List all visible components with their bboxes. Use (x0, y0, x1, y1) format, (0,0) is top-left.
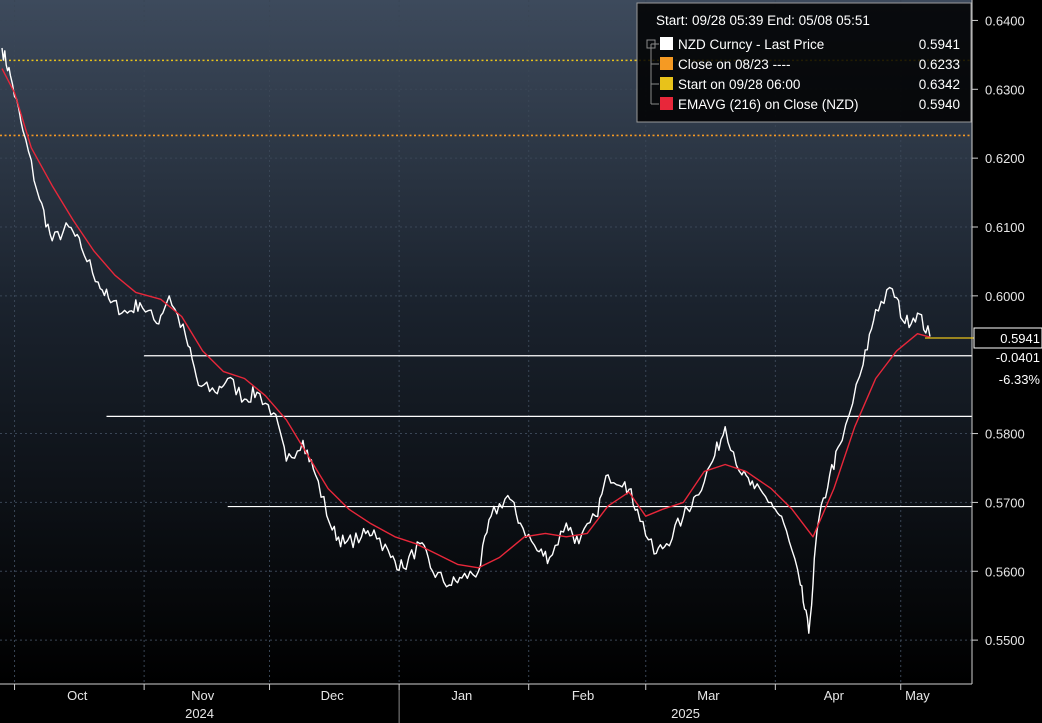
legend-entry-value: 0.5941 (919, 37, 960, 52)
y-tick-label: 0.6300 (985, 82, 1025, 97)
year-label-2025: 2025 (671, 706, 700, 721)
legend-entries: NZD Curncy - Last Price 0.5941 Close on 08… (651, 37, 960, 112)
y-tick-label: 0.6400 (985, 13, 1025, 28)
x-tick-label: Feb (572, 688, 594, 703)
y-tick-label: 0.6200 (985, 151, 1025, 166)
legend-swatch (660, 37, 673, 50)
price-tags: 0.5941 -0.0401 -6.33% (925, 327, 1042, 387)
y-axis: 0.6400 0.6300 0.6200 0.6100 0.6000 0.5800 0.57… (972, 13, 1025, 648)
change-percent-tag: -6.33% (999, 372, 1041, 387)
x-tick-label: Jan (451, 688, 472, 703)
x-tick-label: Mar (697, 688, 720, 703)
ema-series-line (1, 68, 931, 569)
legend-box (636, 2, 972, 123)
price-series-line (1, 47, 931, 634)
legend-entry-label: Close on 08/23 ---- (678, 57, 791, 72)
legend-entry-label: NZD Curncy - Last Price (678, 37, 824, 52)
legend: Start: 09/28 05:39 End: 05/08 05:51 NZD … (636, 2, 972, 123)
x-axis: Oct Nov Dec Jan Feb Mar Apr May 2024 2025 (14, 684, 930, 723)
legend-swatch (660, 77, 673, 90)
y-tick-label: 0.6100 (985, 220, 1025, 235)
y-tick-label: 0.5600 (985, 564, 1025, 579)
legend-swatch (660, 97, 673, 110)
gridlines (0, 0, 972, 684)
series-layer (1, 47, 931, 634)
last-price-tag: 0.5941 (1000, 331, 1040, 346)
x-tick-label: May (905, 688, 930, 703)
x-tick-label: Apr (824, 688, 845, 703)
legend-header: Start: 09/28 05:39 End: 05/08 05:51 (656, 13, 870, 28)
x-tick-label: Dec (321, 688, 345, 703)
legend-entry-value: 0.6342 (919, 77, 960, 92)
legend-entry-label: EMAVG (216) on Close (NZD) (678, 97, 859, 112)
y-tick-label: 0.6000 (985, 289, 1025, 304)
x-tick-label: Nov (191, 688, 215, 703)
x-tick-label: Oct (67, 688, 88, 703)
legend-swatch (660, 57, 673, 70)
horizontal-levels (106, 355, 972, 508)
legend-entry-value: 0.5940 (919, 97, 960, 112)
year-label-2024: 2024 (185, 706, 214, 721)
last-price-tag-box (973, 327, 1042, 349)
y-tick-label: 0.5500 (985, 633, 1025, 648)
change-tag: -0.0401 (996, 350, 1040, 365)
legend-entry-value: 0.6233 (919, 57, 960, 72)
y-tick-label: 0.5800 (985, 427, 1025, 442)
y-tick-label: 0.5700 (985, 495, 1025, 510)
legend-entry-label: Start on 09/28 06:00 (678, 77, 800, 92)
